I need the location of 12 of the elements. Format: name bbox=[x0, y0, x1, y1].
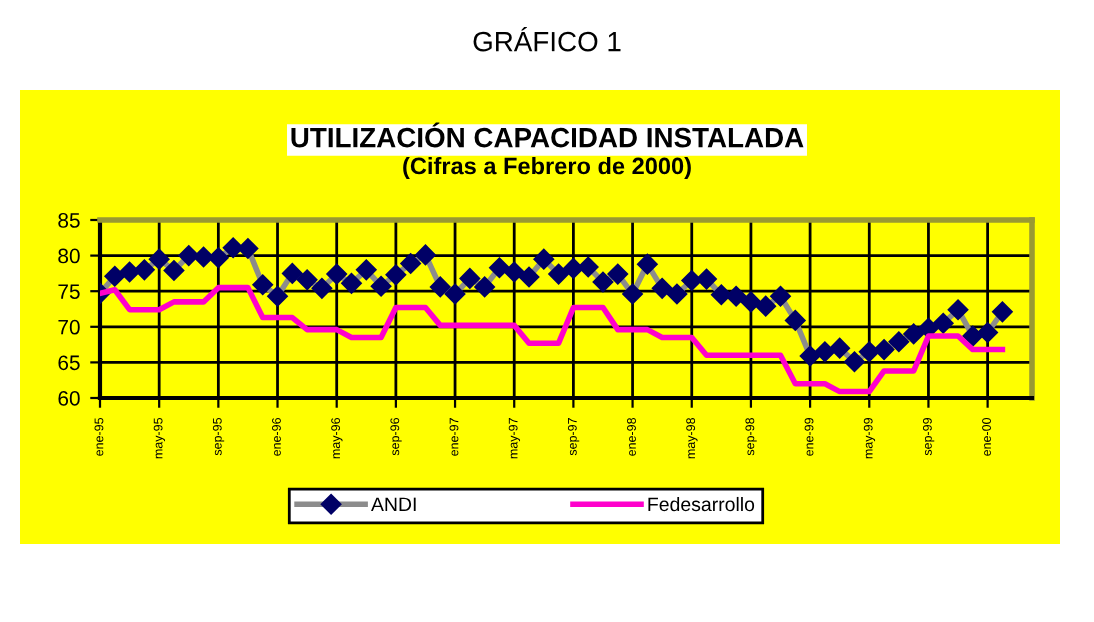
y-tick-label: 65 bbox=[58, 355, 80, 371]
line-series bbox=[100, 284, 1006, 395]
text: GRÁFICO 1 bbox=[473, 27, 621, 52]
legend-label: ANDI bbox=[371, 497, 416, 512]
y-tick-label: 70 bbox=[58, 319, 80, 335]
y-tick-label: 85 bbox=[58, 213, 80, 228]
y-tick-label: 60 bbox=[58, 391, 80, 406]
y-tick-label: 80 bbox=[58, 248, 80, 264]
chart-title: UTILIZACIÓN CAPACIDAD INSTALADA bbox=[291, 122, 804, 148]
y-tick-label: 75 bbox=[58, 284, 80, 299]
chart-subtitle: (Cifras a Febrero de 2000) bbox=[403, 157, 691, 179]
legend-label: Fedesarrollo bbox=[648, 496, 755, 512]
